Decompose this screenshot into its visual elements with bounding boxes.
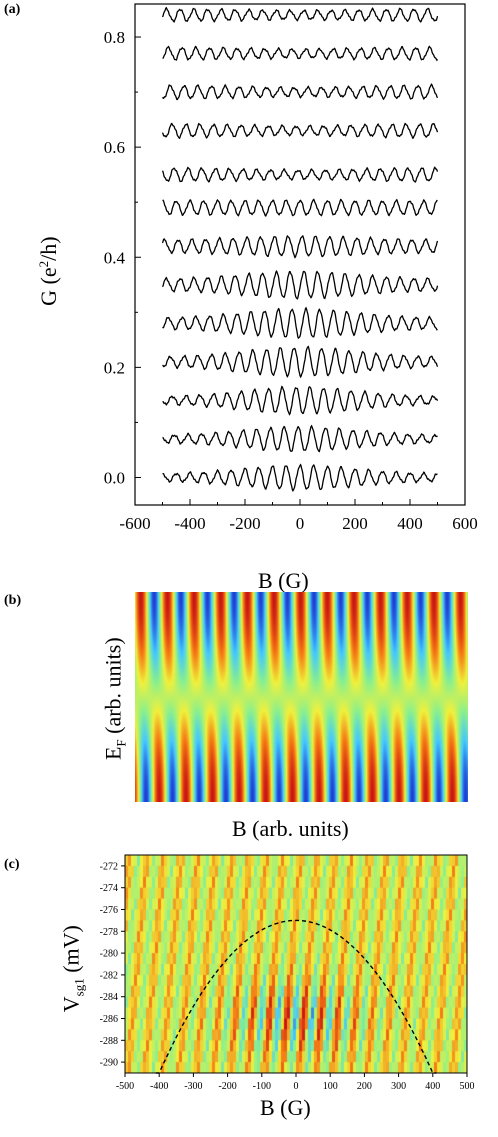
panel-c-ytick-label: -272 xyxy=(100,861,118,872)
panel-b-ylabel-sub: F xyxy=(113,739,129,747)
panel-c-ytick-label: -286 xyxy=(100,1014,118,1025)
panel-b-ylabel: EF (arb. units) xyxy=(100,614,129,784)
panel-a-ytick-label: 0.6 xyxy=(104,138,125,157)
panel-a-ytick-label: 0.8 xyxy=(104,28,125,47)
panel-a-trace xyxy=(162,424,438,453)
panel-a-xlabel: B (G) xyxy=(258,568,309,593)
panel-c-xtick-label: -300 xyxy=(184,1081,202,1092)
panel-a-ylabel-tail: /h) xyxy=(36,236,62,261)
panel-c-ytick-label: -280 xyxy=(100,949,118,960)
panel-a-trace xyxy=(162,45,439,62)
panel-c-xtick-label: -100 xyxy=(253,1081,271,1092)
panel-c-ytick-label: -290 xyxy=(100,1058,118,1069)
panel-a-ytick-label: 0.4 xyxy=(104,248,126,267)
panel-c-ytick-label: -276 xyxy=(100,905,118,916)
panel-c-ytick-label: -284 xyxy=(100,992,118,1003)
panel-a-trace xyxy=(161,166,439,183)
panel-a-trace xyxy=(162,198,438,217)
panel-a-trace xyxy=(161,83,439,101)
panel-a-ylabel: G (e2/h) xyxy=(36,216,62,326)
panel-a-trace xyxy=(162,463,438,492)
panel-a-xtick-label: 600 xyxy=(452,514,478,533)
panel-b-heatmap xyxy=(135,592,468,802)
panel-b-ylabel-main: E xyxy=(100,746,126,761)
panel-a-xtick-label: -400 xyxy=(174,514,205,533)
panel-c-ylabel-sub: sg1 xyxy=(71,978,87,997)
panel-a-trace xyxy=(161,122,439,140)
panel-c-dashed-parabola xyxy=(155,919,437,1074)
panel-a-xtick-label: 0 xyxy=(296,514,305,533)
panel-c-xtick-label: 300 xyxy=(391,1081,406,1092)
panel-c-xtick-label: 100 xyxy=(323,1081,338,1092)
panel-c-xtick-label: 0 xyxy=(294,1081,299,1092)
panel-c-xtick-label: 400 xyxy=(425,1081,440,1092)
panel-a-ylabel-sup: 2 xyxy=(35,260,51,268)
panel-c-xtick-label: -500 xyxy=(116,1081,134,1092)
panel-a-xtick-label: 200 xyxy=(342,514,368,533)
panel-a-trace xyxy=(162,385,439,416)
panel-c-xlabel: B (G) xyxy=(260,1095,311,1120)
panel-c-heatmap xyxy=(125,855,467,1073)
panel-c-overlay: -500 -400 -300 -200 -100 0 100 200 300 400 500 -272… xyxy=(100,854,475,1092)
panel-a-ylabel-main: G (e xyxy=(36,267,62,306)
panel-a-ytick-label: 0.2 xyxy=(104,358,125,377)
panel-c-label: (c) xyxy=(4,857,20,872)
panel-a-ytick-label: 0.0 xyxy=(104,468,125,487)
panel-b-label: (b) xyxy=(4,593,22,608)
panel-c-ytick-label: -274 xyxy=(100,883,118,894)
panel-c-ylabel-tail: (mV) xyxy=(58,925,84,979)
panel-a-trace xyxy=(161,270,439,300)
panel-a-trace xyxy=(161,6,439,23)
panel-b-xlabel: B (arb. units) xyxy=(232,816,349,841)
panel-a-trace xyxy=(162,345,439,379)
panel-a-trace xyxy=(161,234,439,259)
panel-c-xtick-label: 200 xyxy=(357,1081,372,1092)
panel-c-xtick-label: -200 xyxy=(218,1081,236,1092)
panel-c-xtick-label: 500 xyxy=(460,1081,475,1092)
panel-b-ylabel-tail: (arb. units) xyxy=(100,637,126,740)
panel-a-xtick-label: -200 xyxy=(229,514,260,533)
panel-a-trace xyxy=(162,306,438,340)
panel-c-ytick-label: -282 xyxy=(100,970,118,981)
panel-c-xtick-label: -400 xyxy=(150,1081,168,1092)
panel-c-ylabel: Vsg1 (mV) xyxy=(58,904,87,1034)
panel-a-plot: -600 -400 -200 0 200 400 600 0.0 0.2 0.4 0.6 0.8 xyxy=(104,3,478,533)
panel-c-ytick-label: -278 xyxy=(100,927,118,938)
panel-a-xtick-label: 400 xyxy=(397,514,423,533)
panel-c-ytick-label: -288 xyxy=(100,1036,118,1047)
panel-a-label: (a) xyxy=(4,2,21,17)
panel-a-xtick-label: -600 xyxy=(119,514,150,533)
panel-c-frame xyxy=(124,854,468,1074)
panel-c-ylabel-main: V xyxy=(58,996,84,1013)
